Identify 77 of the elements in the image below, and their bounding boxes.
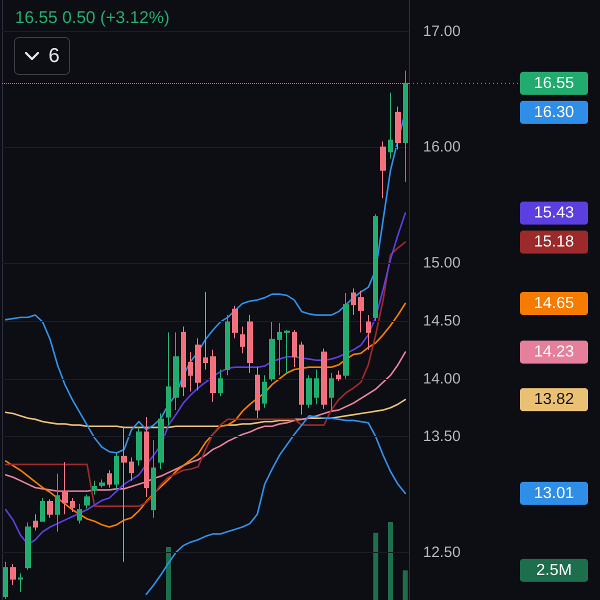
candlestick xyxy=(284,330,290,374)
candlestick xyxy=(107,470,112,488)
candlestick xyxy=(136,426,142,466)
candlestick xyxy=(10,564,16,586)
candlestick xyxy=(240,326,245,354)
text: 2.5M xyxy=(536,562,572,579)
candlestick xyxy=(99,479,105,488)
candlestick xyxy=(358,290,364,333)
candlestick xyxy=(25,522,31,570)
y-tick-label: 16.00 xyxy=(423,138,461,156)
ref-line-label: 16.55 xyxy=(534,74,574,92)
candlestick xyxy=(210,349,216,402)
y-tick-label: 12.50 xyxy=(423,544,461,562)
candlestick xyxy=(292,330,297,368)
candlestick xyxy=(329,372,334,412)
candlestick xyxy=(33,514,38,531)
candlestick xyxy=(262,374,267,408)
y-tick-label: 17.00 xyxy=(423,22,461,40)
candlestick xyxy=(277,322,282,376)
candlestick xyxy=(314,369,319,405)
text: 14.23 xyxy=(534,344,574,361)
candlestick xyxy=(62,462,68,515)
candlestick xyxy=(321,348,327,410)
candlestick xyxy=(3,561,8,600)
text: 16.30 xyxy=(534,104,574,121)
text: 15.43 xyxy=(534,204,574,222)
candlestick xyxy=(343,292,349,380)
candlestick xyxy=(395,106,401,150)
candlestick xyxy=(255,366,260,419)
bar xyxy=(373,532,378,600)
candlestick xyxy=(151,440,156,518)
bar xyxy=(402,570,408,600)
chart-title: 16.55 0.50 (+3.12%) xyxy=(15,8,170,27)
candlestick xyxy=(114,452,119,490)
y-tick-label: 14.50 xyxy=(423,312,461,330)
candlestick xyxy=(351,288,356,316)
candlestick xyxy=(70,498,75,512)
candlestick xyxy=(188,352,193,392)
candlestick xyxy=(218,369,223,397)
candlestick xyxy=(306,374,312,408)
candlestick xyxy=(336,370,341,382)
candlestick xyxy=(299,341,304,416)
bar xyxy=(166,546,171,600)
candlestick xyxy=(232,305,238,339)
text: 13.82 xyxy=(534,391,574,408)
candlestick xyxy=(121,426,127,562)
candlestick xyxy=(77,503,82,524)
candlestick xyxy=(380,140,386,199)
candlestick xyxy=(92,480,97,496)
candlestick xyxy=(84,494,90,509)
candlestick xyxy=(40,498,45,522)
y-tick-label: 15.00 xyxy=(423,254,461,272)
candlestick xyxy=(388,92,393,160)
candlestick xyxy=(366,314,371,350)
text: 13.01 xyxy=(534,484,574,502)
candlestick xyxy=(158,413,164,470)
candlestick xyxy=(203,291,208,370)
candlestick xyxy=(166,332,171,426)
candlestick xyxy=(373,214,378,322)
annotation: 6 xyxy=(48,44,60,68)
dropdown-button: 6 xyxy=(14,37,70,75)
candlestick xyxy=(144,416,149,498)
y-tick-label: 14.00 xyxy=(423,370,461,388)
candlestick xyxy=(55,473,60,532)
candlestick xyxy=(247,314,253,374)
candlestick xyxy=(269,322,275,382)
candlestick xyxy=(18,572,23,592)
candlestick xyxy=(181,326,186,397)
candlestick xyxy=(47,498,53,518)
text: 15.18 xyxy=(534,234,574,251)
candlestick xyxy=(129,457,134,482)
y-tick-label: 13.50 xyxy=(423,428,461,446)
text: 14.65 xyxy=(534,294,574,312)
candlestick xyxy=(225,314,230,376)
bar xyxy=(388,522,393,600)
candlestick xyxy=(173,332,179,411)
candlestick xyxy=(195,338,201,391)
